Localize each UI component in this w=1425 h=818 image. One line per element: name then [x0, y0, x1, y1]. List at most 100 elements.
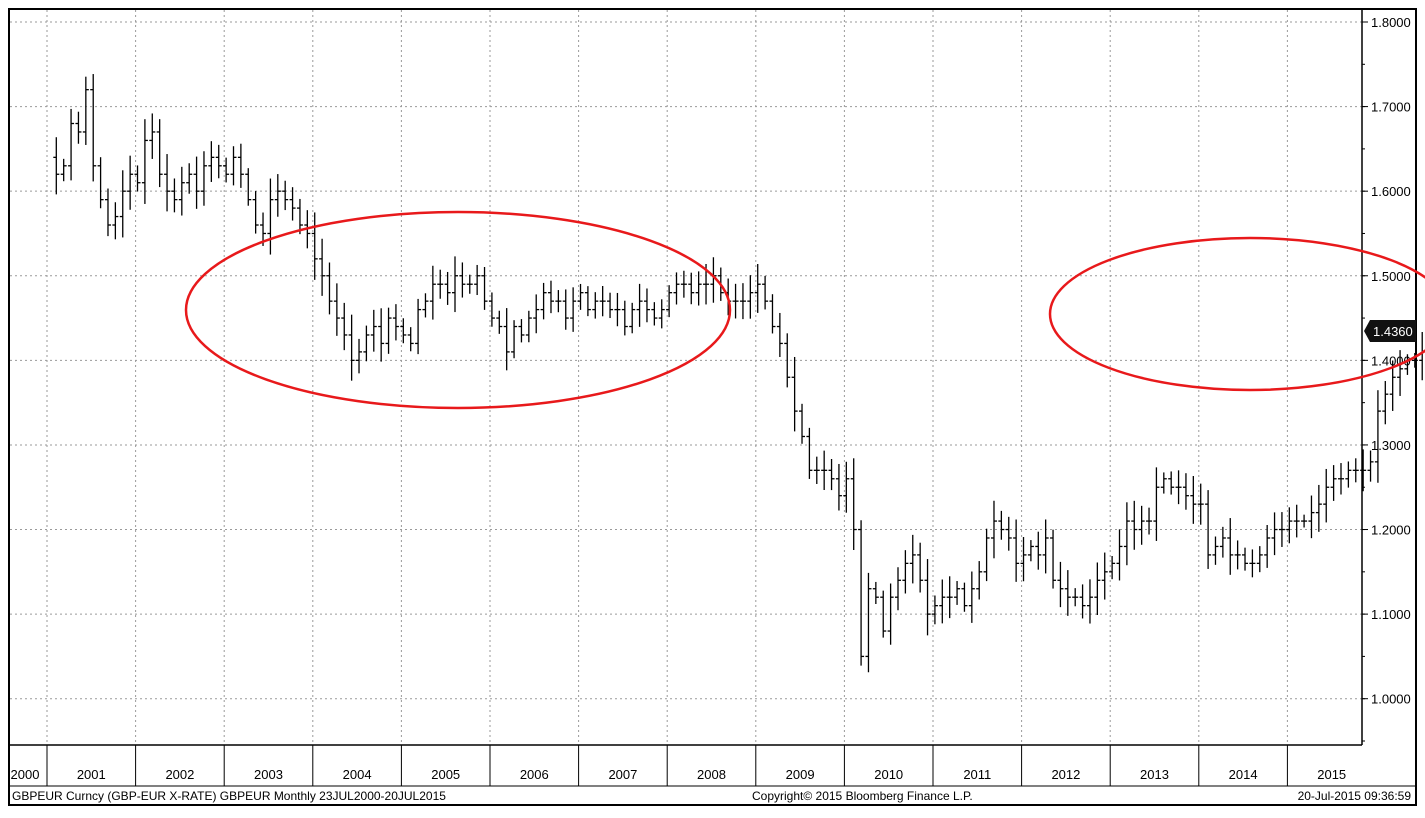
- ohlc-bar: [444, 271, 451, 305]
- y-tick-label: 1.6000: [1371, 184, 1411, 199]
- ohlc-bar: [415, 298, 422, 355]
- ohlc-bar: [119, 170, 126, 238]
- ohlc-bar: [378, 308, 385, 362]
- ohlc-bar: [865, 572, 872, 673]
- ohlc-bar: [739, 283, 746, 320]
- footer-left: GBPEUR Curncy (GBP-EUR X-RATE) GBPEUR Mo…: [12, 789, 446, 803]
- ohlc-bar: [1131, 500, 1138, 550]
- x-tick-label: 2009: [786, 767, 815, 782]
- y-tick-label: 1.0000: [1371, 692, 1411, 707]
- ohlc-bar: [1330, 465, 1337, 501]
- ohlc-bar: [282, 180, 289, 211]
- ohlc-bar: [230, 146, 237, 186]
- ohlc-bar: [82, 76, 89, 145]
- ohlc-bar: [407, 327, 414, 352]
- ohlc-bar: [112, 202, 119, 240]
- ohlc-bar: [806, 427, 813, 479]
- y-tick-label: 1.3000: [1371, 438, 1411, 453]
- ohlc-bar: [968, 571, 975, 623]
- ohlc-bar: [1035, 531, 1042, 570]
- ohlc-bar: [164, 154, 171, 212]
- ohlc-bar: [1146, 507, 1153, 535]
- ohlc-bar: [607, 292, 614, 319]
- ohlc-bar: [872, 581, 879, 605]
- ohlc-bar: [289, 187, 296, 221]
- ohlc-bar: [245, 168, 252, 206]
- ohlc-bar: [1227, 518, 1234, 575]
- ohlc-bar: [1182, 473, 1189, 510]
- ohlc-bar: [97, 157, 104, 209]
- ohlc-bar: [296, 198, 303, 235]
- ohlc-bar: [104, 188, 111, 237]
- ohlc-bar: [452, 256, 458, 313]
- y-tick-label: 1.8000: [1371, 15, 1411, 30]
- ohlc-bar: [1138, 505, 1145, 545]
- ohlc-bar: [437, 269, 444, 299]
- ohlc-bar: [1042, 519, 1049, 574]
- ohlc-bar: [976, 561, 983, 600]
- ohlc-bar: [850, 458, 857, 551]
- ohlc-bar: [1249, 549, 1256, 578]
- ohlc-bar: [1374, 390, 1381, 483]
- ohlc-bar: [474, 264, 481, 296]
- ohlc-bar: [998, 510, 1005, 540]
- ohlc-bar: [902, 550, 909, 594]
- ohlc-bar: [1109, 556, 1116, 580]
- axes: [10, 10, 1415, 787]
- footer-right: 20-Jul-2015 09:36:59: [1298, 789, 1412, 803]
- ohlc-bar: [555, 290, 562, 313]
- x-tick-label: 2006: [520, 767, 549, 782]
- ohlc-bar: [141, 119, 148, 204]
- ohlc-bar: [90, 74, 97, 182]
- ohlc-bar: [134, 165, 141, 192]
- ohlc-bar: [326, 262, 333, 315]
- ohlc-bar: [252, 191, 259, 234]
- ohlc-bar: [651, 302, 658, 326]
- ohlc-bar: [695, 271, 702, 306]
- y-tick-label: 1.5000: [1371, 269, 1411, 284]
- chart-frame: [8, 8, 1417, 806]
- ohlc-bar: [370, 309, 377, 352]
- ohlc-bar: [149, 113, 156, 159]
- ohlc-bar: [385, 307, 392, 354]
- ohlc-bar: [658, 299, 665, 329]
- ohlc-bar: [562, 289, 569, 330]
- x-tick-label: 2011: [963, 767, 991, 782]
- x-axis-ticks: 2000 2001 2002 2003 2004 2005 2006 2007 2008 2009…: [11, 745, 1346, 786]
- ohlc-bar: [333, 283, 340, 336]
- ohlc-bar: [592, 292, 599, 319]
- ohlc-bar: [1123, 502, 1130, 566]
- ohlc-bar: [1264, 524, 1271, 568]
- ohlc-bar: [488, 292, 495, 327]
- ohlc-bar: [1360, 449, 1367, 492]
- ohlc-bar: [274, 174, 281, 217]
- ohlc-bar: [931, 595, 938, 625]
- ohlc-bar: [533, 294, 540, 334]
- ohlc-bar: [68, 108, 75, 181]
- ohlc-bar: [747, 275, 754, 319]
- ohlc-bar: [1323, 468, 1330, 523]
- ohlc-bar: [1197, 483, 1204, 525]
- grid-lines: [10, 10, 1362, 745]
- ohlc-bar: [1256, 546, 1263, 573]
- x-tick-label: 2003: [254, 767, 283, 782]
- ohlc-bar: [880, 590, 887, 638]
- ohlc-bar: [1271, 512, 1278, 556]
- ohlc-bar: [858, 520, 865, 666]
- ohlc-bar: [636, 283, 643, 327]
- ohlc-bar: [1219, 526, 1226, 558]
- ohlc-bar: [1242, 547, 1249, 571]
- ohlc-bar: [1027, 540, 1034, 562]
- ohlc-bar: [1005, 516, 1012, 551]
- ohlc-bar: [481, 267, 488, 310]
- ohlc-bar: [1175, 470, 1182, 505]
- ohlc-bar: [784, 333, 791, 388]
- ohlc-bar: [1352, 458, 1359, 483]
- y-tick-label: 1.2000: [1371, 523, 1411, 538]
- x-tick-label: 2001: [77, 767, 106, 782]
- ohlc-bar: [1397, 350, 1404, 396]
- ohlc-bar: [1345, 461, 1352, 488]
- ohlc-bar: [776, 312, 783, 357]
- ohlc-bar: [429, 265, 436, 320]
- ohlc-bar: [540, 282, 547, 320]
